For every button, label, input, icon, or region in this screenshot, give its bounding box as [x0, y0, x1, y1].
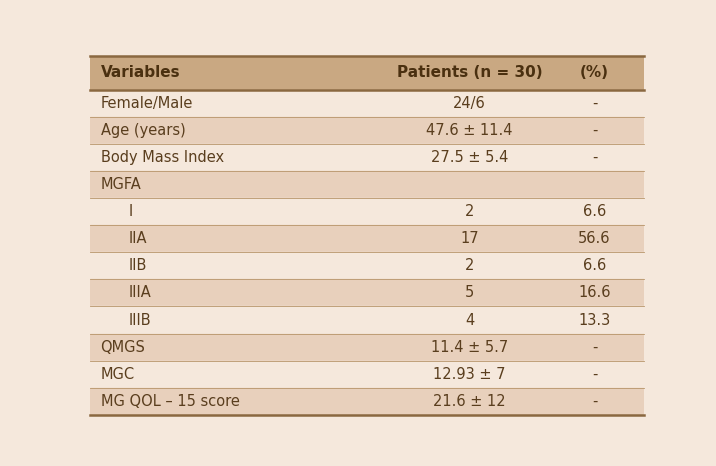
Bar — [90, 388, 644, 415]
Text: Female/Male: Female/Male — [100, 96, 193, 111]
Text: 56.6: 56.6 — [579, 231, 611, 247]
Bar — [90, 198, 644, 226]
Text: -: - — [591, 123, 597, 138]
Text: Age (years): Age (years) — [100, 123, 185, 138]
Text: 2: 2 — [465, 204, 474, 219]
Text: (%): (%) — [580, 65, 609, 81]
Text: MGFA: MGFA — [100, 177, 141, 192]
Text: Variables: Variables — [100, 65, 180, 81]
Text: 47.6 ± 11.4: 47.6 ± 11.4 — [426, 123, 513, 138]
Text: MG QOL – 15 score: MG QOL – 15 score — [100, 394, 239, 409]
Text: 11.4 ± 5.7: 11.4 ± 5.7 — [431, 340, 508, 355]
Text: 12.93 ± 7: 12.93 ± 7 — [433, 367, 506, 382]
Text: -: - — [591, 367, 597, 382]
Bar — [90, 226, 644, 253]
Text: 4: 4 — [465, 313, 474, 328]
Bar — [90, 171, 644, 198]
Text: 24/6: 24/6 — [453, 96, 486, 111]
Text: 6.6: 6.6 — [583, 259, 606, 274]
Text: -: - — [591, 150, 597, 165]
Bar — [90, 90, 644, 117]
Text: 17: 17 — [460, 231, 479, 247]
Text: QMGS: QMGS — [100, 340, 145, 355]
Bar — [90, 144, 644, 171]
Text: -: - — [591, 340, 597, 355]
Bar — [90, 253, 644, 280]
Text: 6.6: 6.6 — [583, 204, 606, 219]
Bar — [90, 56, 644, 90]
Text: -: - — [591, 96, 597, 111]
Bar — [90, 307, 644, 334]
Text: IIB: IIB — [128, 259, 147, 274]
Text: I: I — [128, 204, 132, 219]
Text: 16.6: 16.6 — [579, 286, 611, 301]
Text: 2: 2 — [465, 259, 474, 274]
Text: IIIA: IIIA — [128, 286, 151, 301]
Text: MGC: MGC — [100, 367, 135, 382]
Bar — [90, 361, 644, 388]
Text: Body Mass Index: Body Mass Index — [100, 150, 223, 165]
Bar — [90, 117, 644, 144]
Text: 5: 5 — [465, 286, 474, 301]
Bar — [90, 280, 644, 307]
Text: 21.6 ± 12: 21.6 ± 12 — [433, 394, 506, 409]
Text: -: - — [591, 394, 597, 409]
Text: IIA: IIA — [128, 231, 147, 247]
Bar — [90, 334, 644, 361]
Text: IIIB: IIIB — [128, 313, 151, 328]
Text: 13.3: 13.3 — [579, 313, 611, 328]
Text: Patients (n = 30): Patients (n = 30) — [397, 65, 543, 81]
Text: 27.5 ± 5.4: 27.5 ± 5.4 — [431, 150, 508, 165]
